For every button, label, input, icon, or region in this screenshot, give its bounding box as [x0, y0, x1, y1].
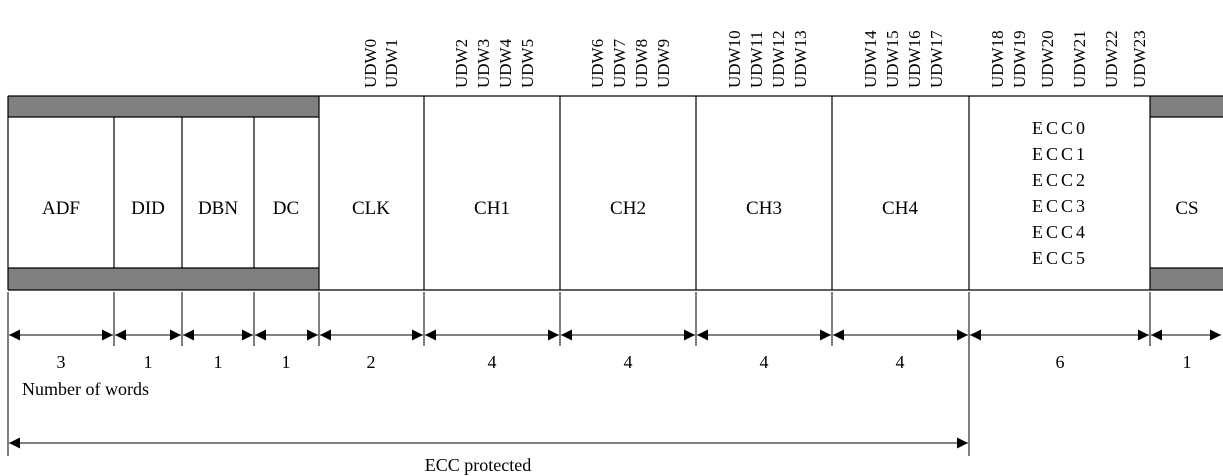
header-top-band — [8, 96, 319, 117]
udw-label: UDW10 — [725, 30, 744, 88]
udw-label: UDW22 — [1102, 30, 1121, 88]
dimension-ticks — [7, 292, 1151, 456]
ecc-line: ECC0 — [1032, 118, 1088, 138]
word-count-did: 1 — [144, 352, 153, 372]
field-label-ch3: CH3 — [746, 198, 782, 219]
field-label-ch2: CH2 — [610, 198, 646, 219]
udw-label: UDW3 — [474, 39, 493, 88]
udw-label: UDW6 — [588, 39, 607, 88]
field-label-ch1: CH1 — [474, 198, 510, 219]
word-count-dc: 1 — [282, 352, 291, 372]
word-count-clk: 2 — [367, 352, 376, 372]
udw-label: UDW0 — [361, 39, 380, 88]
word-count-dbn: 1 — [214, 352, 223, 372]
udw-label: UDW12 — [769, 30, 788, 88]
checksum-top-band — [1150, 96, 1223, 117]
udw-label: UDW18 — [988, 30, 1007, 88]
ecc-protected-label: ECC protected — [425, 455, 531, 475]
field-label-adf: ADF — [42, 198, 80, 219]
field-label-clk: CLK — [352, 198, 390, 219]
field-label-dbn: DBN — [198, 198, 238, 219]
udw-label: UDW9 — [654, 39, 673, 88]
field-label-did: DID — [131, 198, 165, 219]
word-count-cs: 1 — [1183, 352, 1192, 372]
udw-label: UDW19 — [1010, 30, 1029, 88]
udw-label: UDW23 — [1130, 30, 1149, 88]
udw-label: UDW7 — [610, 38, 629, 88]
ecc-line: ECC1 — [1032, 144, 1088, 164]
word-count-ecc: 6 — [1056, 352, 1065, 372]
word-count-adf: 3 — [57, 352, 66, 372]
udw-label: UDW11 — [747, 31, 766, 88]
ecc-line: ECC3 — [1032, 196, 1088, 216]
udw-label: UDW17 — [927, 30, 946, 88]
word-count-ch4: 4 — [896, 352, 905, 372]
udw-label: UDW2 — [452, 39, 471, 88]
ecc-line: ECC5 — [1032, 248, 1088, 268]
udw-label: UDW16 — [905, 30, 924, 88]
field-label-dc: DC — [273, 198, 299, 219]
field-label-cs: CS — [1175, 198, 1198, 219]
udw-label: UDW1 — [382, 39, 401, 88]
field-boxes — [7, 95, 1223, 291]
word-count-ch2: 4 — [624, 352, 633, 372]
word-count-ch1: 4 — [488, 352, 497, 372]
udw-label: UDW8 — [632, 39, 651, 88]
header-bottom-band — [8, 268, 319, 290]
udw-label: UDW13 — [791, 30, 810, 88]
word-count-ch3: 4 — [760, 352, 769, 372]
checksum-bottom-band — [1150, 268, 1223, 290]
number-of-words-label: Number of words — [22, 379, 149, 399]
ecc-line: ECC2 — [1032, 170, 1088, 190]
ecc-line: ECC4 — [1032, 222, 1088, 242]
dimension-arrows — [9, 329, 1221, 449]
udw-label: UDW4 — [496, 38, 515, 88]
udw-label: UDW21 — [1070, 30, 1089, 88]
udw-label: UDW5 — [518, 39, 537, 88]
udw-label: UDW20 — [1038, 30, 1057, 88]
udw-label: UDW14 — [861, 30, 880, 88]
udw-label: UDW15 — [883, 30, 902, 88]
field-label-ch4: CH4 — [882, 198, 918, 219]
